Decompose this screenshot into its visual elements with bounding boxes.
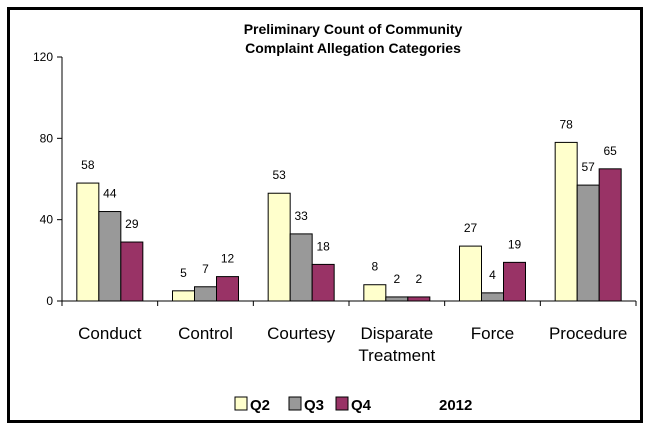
chart-bars [76,141,622,302]
data-label: 65 [603,144,617,158]
bar-q2 [267,192,291,302]
chart-legend: Q2 Q3 Q4 [234,396,372,414]
bar-q3 [98,211,122,302]
data-label: 18 [316,239,330,253]
data-label: 12 [221,252,235,266]
data-label: 53 [272,168,286,182]
legend-label: Q3 [304,397,324,414]
bar-q2 [76,182,100,302]
bar-q2 [172,290,195,302]
legend-year: 2012 [439,397,472,414]
data-label: 44 [103,187,117,201]
data-label: 29 [125,217,139,231]
y-tick-label: 80 [40,131,54,145]
bar-q4 [120,241,144,302]
bar-q4 [598,168,622,302]
bar-q3 [385,296,409,302]
data-label: 7 [202,262,209,276]
category-label: Courtesy [267,324,336,343]
category-label: Force [471,324,514,343]
bar-q3 [289,233,313,302]
chart-title-line-2: Complaint Allegation Categories [245,40,461,56]
category-label: Treatment [358,346,435,365]
data-label: 4 [489,268,496,282]
legend-swatch-q3 [288,396,302,411]
data-label: 27 [464,221,478,235]
data-label: 78 [559,117,573,131]
category-label: Conduct [78,324,142,343]
data-label: 33 [294,209,308,223]
bar-q2 [554,141,578,302]
data-label: 2 [393,272,400,286]
data-label: 58 [81,158,95,172]
legend-swatch-q4 [335,396,349,411]
legend-swatch-q2 [234,396,248,411]
bar-q4 [407,296,431,302]
y-tick-label: 120 [33,50,53,64]
data-label: 19 [508,237,522,251]
category-label: Control [178,324,233,343]
y-tick-label: 0 [46,294,53,308]
data-label: 57 [581,160,595,174]
data-label: 5 [180,266,187,280]
bar-q4 [503,261,526,302]
bar-q4 [216,276,239,302]
bar-q3 [576,184,600,302]
data-label: 2 [415,272,422,286]
bar-q4 [311,263,335,302]
bar-q2 [363,284,387,302]
chart-title-line-1: Preliminary Count of Community [244,21,463,37]
category-labels: Conduct Control Courtesy Disparate Treatment… [78,324,627,365]
legend-label: Q2 [250,397,270,414]
bar-q2 [459,245,482,302]
chart-axes: 0 40 80 120 [33,50,637,308]
data-label: 8 [371,260,378,274]
legend-label: Q4 [351,397,372,414]
category-label: Disparate [360,324,433,343]
bar-q3 [481,292,504,302]
y-tick-label: 40 [40,213,54,227]
bar-q3 [194,286,217,302]
category-label: Procedure [549,324,627,343]
